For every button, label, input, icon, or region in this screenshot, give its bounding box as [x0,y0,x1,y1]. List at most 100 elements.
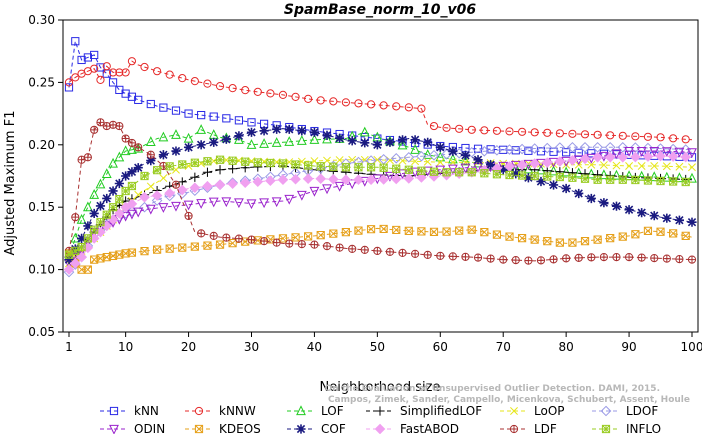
data-point [429,121,439,131]
legend-marker [510,407,518,415]
data-point [246,127,257,137]
data-point [461,252,470,261]
data-point [271,197,282,208]
data-point [592,141,603,153]
data-point [354,99,363,108]
data-point [649,146,660,157]
data-point [555,172,564,182]
x-tick-label: 60 [433,340,448,354]
data-point [228,239,237,248]
data-point [674,147,685,158]
x-tick-label: 70 [496,340,511,354]
data-point [379,163,388,172]
data-point [241,157,250,166]
data-point [196,124,207,134]
data-point [90,225,99,234]
data-point [517,127,527,136]
data-point [134,143,143,152]
data-point [108,186,118,196]
data-point [392,164,401,173]
data-point [536,256,546,265]
data-point [543,237,552,246]
data-point [171,129,181,139]
legend-item-fastabod: FastABOD [366,422,459,434]
data-point [203,79,212,88]
data-point [662,162,671,171]
legend-label: INFLO [626,422,661,434]
data-point [669,134,678,143]
data-point [429,167,439,176]
data-point [222,233,231,242]
data-point [322,133,332,144]
data-point [89,189,100,199]
y-tick-label: 0.25 [28,75,55,89]
data-point [681,177,690,187]
data-point [523,163,534,174]
data-point [466,146,478,158]
data-point [618,232,627,241]
data-point [373,155,382,164]
data-point [146,182,155,191]
data-point [417,104,426,113]
data-point [492,126,502,135]
series-kdeos [64,224,693,274]
data-point [234,131,244,141]
data-point [599,253,608,262]
data-point [435,165,446,176]
data-point [630,151,641,163]
data-point [291,160,300,169]
data-point [417,227,426,236]
data-point [297,240,306,249]
data-point [140,247,149,256]
data-point [498,165,508,175]
data-point [127,57,137,66]
data-point [662,254,671,263]
data-point [624,205,634,215]
series-fastabod [63,150,693,275]
data-point [675,162,684,171]
data-point [460,150,471,160]
data-point [184,109,193,118]
data-point [120,145,131,156]
data-point [480,126,489,135]
data-point [390,152,402,164]
data-point [327,173,339,185]
data-point [221,197,232,208]
data-point [661,147,672,158]
data-point [593,235,602,244]
data-point [562,254,571,263]
data-point [69,258,81,269]
data-point [202,167,213,177]
data-point [115,194,124,204]
legend-label: LDF [534,422,557,434]
data-point [297,126,307,136]
data-point [586,193,596,204]
data-point [202,180,213,192]
data-point [165,244,174,253]
legend-marker [509,424,519,434]
data-point [215,165,225,175]
data-point [259,138,269,148]
series-cof [64,124,697,265]
data-point [121,68,130,77]
data-point [101,168,112,179]
data-point [159,174,168,183]
data-point [189,182,201,194]
data-point [592,151,603,163]
data-point [209,137,219,147]
data-point [102,193,112,204]
data-point [114,178,124,189]
data-point [442,168,451,177]
data-point [516,159,528,171]
data-point [599,161,608,169]
data-point [372,131,383,142]
data-point [77,243,86,252]
data-point [379,224,388,234]
data-point [153,67,162,76]
data-point [568,129,577,138]
legend-marker [194,424,204,434]
data-point [183,200,194,211]
data-point [448,146,458,156]
data-point [403,151,415,163]
data-point [536,176,546,187]
